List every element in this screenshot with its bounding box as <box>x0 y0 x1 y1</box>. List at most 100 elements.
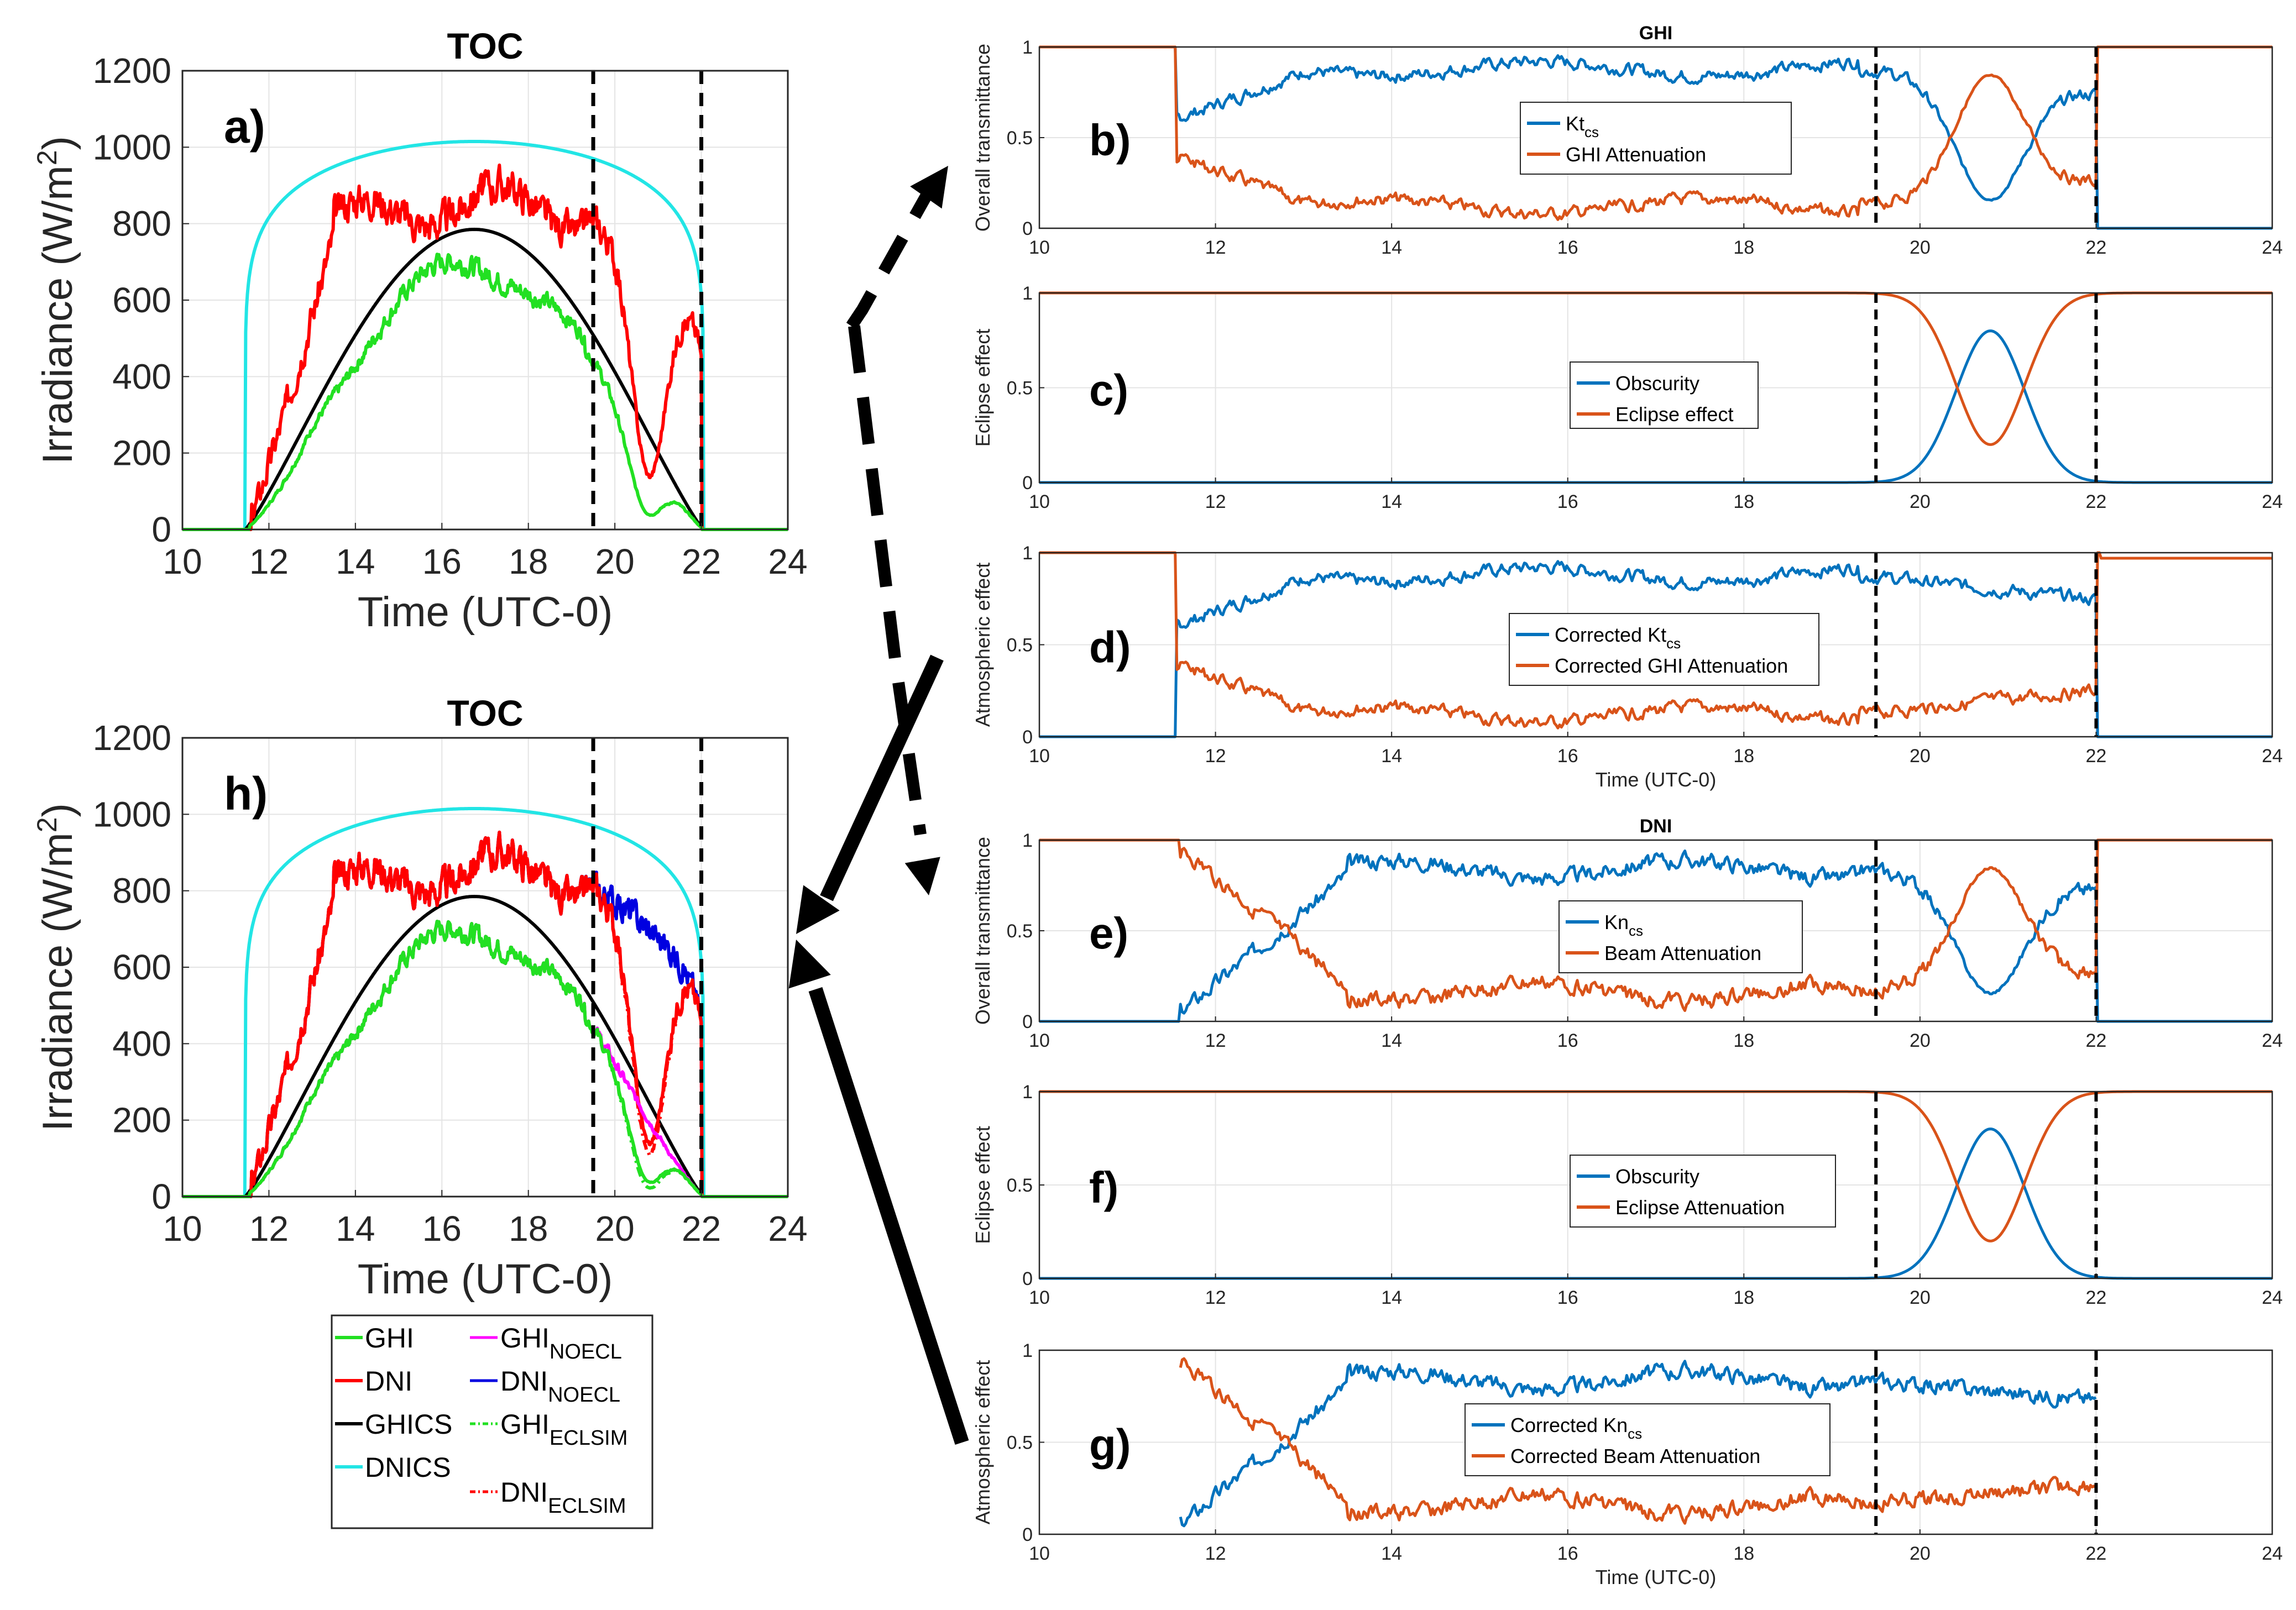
legend: Obscurity Eclipse effect <box>1570 361 1759 429</box>
y-tick-label: 800 <box>112 871 171 911</box>
x-tick-label: 12 <box>1205 1030 1226 1051</box>
x-axis-label: Time (UTC-0) <box>358 1256 613 1303</box>
x-tick-label: 14 <box>1381 491 1402 512</box>
y-tick-label: 0 <box>1022 1011 1033 1032</box>
y-axis-label: Overall transmittance <box>971 837 994 1025</box>
x-axis-label: Time (UTC-0) <box>1596 768 1717 791</box>
y-tick-label: 200 <box>112 1100 171 1140</box>
x-tick-label: 10 <box>1029 1287 1050 1308</box>
x-tick-label: 10 <box>1029 1030 1050 1051</box>
panel-h: 10 12 14 16 18 20 22 24 0 200 400 600 800 1000 1200 TOC… <box>32 693 808 1529</box>
panel-d: 10 12 14 16 18 20 22 24 0 0.5 1 d) Atmospheric effec… <box>971 543 2283 791</box>
x-tick-label: 24 <box>2262 746 2283 767</box>
x-tick-label: 22 <box>2086 1030 2107 1051</box>
x-tick-label: 12 <box>1205 237 1226 258</box>
legend-label: Obscurity <box>1615 372 1699 395</box>
series-line-dni <box>181 163 789 531</box>
x-tick-label: 24 <box>2262 237 2283 258</box>
x-tick-label: 16 <box>1557 491 1578 512</box>
legend: Corrected Kncs Corrected Beam Attenuation <box>1465 1403 1830 1476</box>
legend-label: Eclipse Attenuation <box>1615 1196 1785 1219</box>
x-tick-label: 20 <box>1910 491 1931 512</box>
solid-arrow-d-to-h <box>820 654 944 901</box>
x-tick-label: 12 <box>1205 491 1226 512</box>
x-tick-label: 24 <box>768 542 807 581</box>
series-line-beam-att <box>1039 838 2272 1012</box>
y-axis-label: Atmospheric effect <box>971 563 994 727</box>
x-tick-label: 18 <box>1733 1287 1754 1308</box>
panel-f: 10 12 14 16 18 20 22 24 0 0.5 1 f) Eclipse effect Obs… <box>971 1082 2283 1308</box>
legend-label: Kncs <box>1604 911 1643 939</box>
y-tick-label: 0.5 <box>1007 1433 1033 1454</box>
y-axis-label: Eclipse effect <box>971 1126 994 1244</box>
x-tick-label: 18 <box>1733 237 1754 258</box>
series-line-corrkn <box>1179 1360 2097 1528</box>
x-tick-label: 10 <box>1029 237 1050 258</box>
panel-g: 10 12 14 16 18 20 22 24 0 0.5 1 g) Atmospheric effec… <box>971 1340 2283 1588</box>
x-tick-label: 24 <box>2262 1287 2283 1308</box>
legend-label: GHINOECL <box>500 1323 622 1363</box>
y-tick-label: 1 <box>1022 1340 1033 1361</box>
y-tick-label: 0 <box>1022 1524 1033 1545</box>
x-tick-label: 12 <box>1205 746 1226 767</box>
panel-label: b) <box>1089 116 1131 165</box>
legend-label: Corrected Ktcs <box>1555 623 1681 652</box>
x-axis-label: Time (UTC-0) <box>358 589 613 636</box>
legend-label: GHICS <box>365 1409 452 1440</box>
arrowhead-d-to-h <box>796 885 840 934</box>
x-tick-label: 12 <box>1205 1543 1226 1564</box>
series-line-corratt <box>1039 551 2272 730</box>
x-tick-label: 24 <box>768 1209 807 1249</box>
panel-title: DNI <box>1640 816 1672 837</box>
chart-panels: 10 12 14 16 18 20 22 24020040060080010001200TOC… <box>32 23 2283 1588</box>
y-tick-label: 1200 <box>93 51 171 91</box>
series-line-ghics <box>181 228 789 531</box>
y-tick-label: 0.5 <box>1007 128 1033 149</box>
x-tick-label: 16 <box>1557 1543 1578 1564</box>
x-tick-label: 18 <box>1733 491 1754 512</box>
panel-label: g) <box>1089 1420 1131 1470</box>
legend: GHI DNI GHICS DNICS GHINOECLDNINOECLGHIECLSI… <box>331 1314 653 1529</box>
y-tick-label: 1 <box>1022 543 1033 564</box>
x-tick-label: 10 <box>1029 1543 1050 1564</box>
legend-box <box>1520 102 1792 175</box>
y-tick-label: 0.5 <box>1007 635 1033 656</box>
panel-label: d) <box>1089 623 1131 672</box>
legend-label: GHIECLSIM <box>500 1409 627 1450</box>
x-tick-label: 20 <box>1910 1030 1931 1051</box>
y-axis-label: Eclipse effect <box>971 329 994 447</box>
series-line-kt-cs <box>1039 45 2272 230</box>
legend-label: Corrected Beam Attenuation <box>1510 1445 1760 1467</box>
legend: Kncs Beam Attenuation <box>1558 900 1803 973</box>
legend-label: Corrected Kncs <box>1510 1414 1642 1442</box>
x-tick-label: 10 <box>1029 746 1050 767</box>
solid-arrow-g-to-h <box>808 987 969 1445</box>
series-line-ghi-eclsim <box>181 920 789 1198</box>
series-line-ghics <box>181 895 789 1198</box>
panel-b: 10 12 14 16 18 20 22 24 0 0.5 1 GHI b) Overall transm… <box>971 23 2283 258</box>
x-tick-label: 16 <box>1557 1287 1578 1308</box>
panel-label: a) <box>224 101 265 153</box>
x-tick-label: 22 <box>682 542 721 581</box>
y-axis-label: Irradiance (W/m2) <box>32 136 81 464</box>
x-tick-label: 16 <box>422 1209 462 1249</box>
x-tick-label: 18 <box>509 1209 548 1249</box>
x-tick-label: 18 <box>1733 1543 1754 1564</box>
series-line-ghi-noecl <box>181 920 789 1198</box>
y-tick-label: 1 <box>1022 37 1033 58</box>
x-tick-label: 10 <box>1029 491 1050 512</box>
panel-label: f) <box>1089 1163 1118 1212</box>
legend-box <box>1570 1155 1836 1228</box>
x-tick-label: 12 <box>1205 1287 1226 1308</box>
legend: Ktcs GHI Attenuation <box>1520 102 1792 175</box>
series-line-ghi <box>181 920 789 1198</box>
x-tick-label: 12 <box>249 1209 289 1249</box>
legend-box <box>1570 361 1759 429</box>
y-tick-label: 1 <box>1022 283 1033 304</box>
series-line-dni-eclsim <box>181 830 789 1198</box>
y-tick-label: 0 <box>151 510 171 549</box>
arrowhead-to-e <box>904 857 940 895</box>
x-tick-label: 14 <box>1381 1543 1402 1564</box>
